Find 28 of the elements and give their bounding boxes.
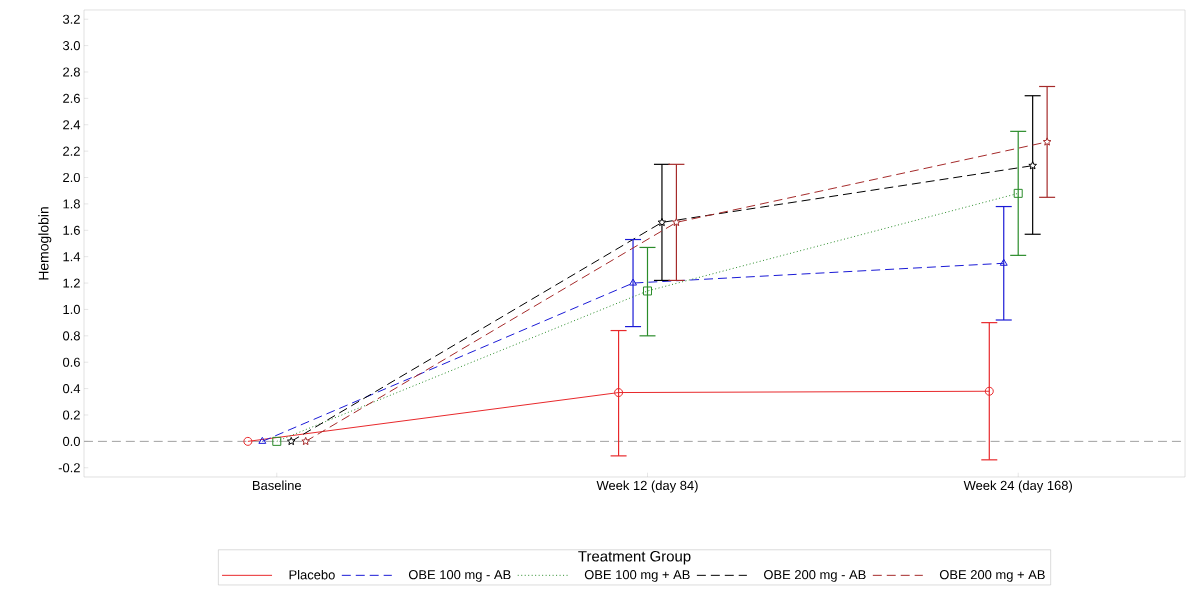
y-tick-label: 1.4	[63, 252, 81, 262]
y-tick-label: 2.0	[63, 172, 80, 183]
y-axis-title: Hemoglobin	[38, 207, 52, 280]
y-tick-label: 1.0	[63, 304, 80, 315]
y-tick-label: -0.2	[58, 463, 80, 473]
y-tick-label: 0.6	[62, 357, 80, 367]
legend-label: OBE 100 mg - AB	[408, 570, 511, 582]
y-tick-label: 2.4	[63, 120, 81, 130]
legend-label: OBE 100 mg + AB	[584, 570, 690, 582]
legend-label: Placebo	[289, 569, 335, 580]
y-tick-label: 2.2	[63, 146, 80, 156]
y-tick-label: 3.2	[62, 14, 80, 24]
x-tick-label: Week 24 (day 168)	[963, 480, 1072, 493]
legend-title: Treatment Group	[578, 550, 691, 565]
y-tick-label: 0.0	[62, 436, 80, 446]
y-tick-label: 0.8	[62, 331, 80, 341]
legend-label: OBE 200 mg - AB	[764, 570, 866, 582]
y-tick-label: 1.6	[63, 225, 80, 235]
y-tick-label: 0.4	[62, 384, 81, 394]
y-tick-label: 3.0	[62, 41, 80, 51]
x-tick-label: Week 12 (day 84)	[596, 480, 698, 493]
y-tick-label: 1.8	[63, 199, 80, 209]
legend-label: OBE 200 mg + AB	[939, 570, 1045, 582]
x-tick-label: Baseline	[253, 480, 302, 491]
y-tick-label: 1.2	[63, 278, 80, 288]
y-tick-label: 2.8	[63, 67, 80, 77]
y-tick-label: 2.6	[63, 93, 80, 103]
y-tick-label: 0.2	[62, 410, 80, 420]
